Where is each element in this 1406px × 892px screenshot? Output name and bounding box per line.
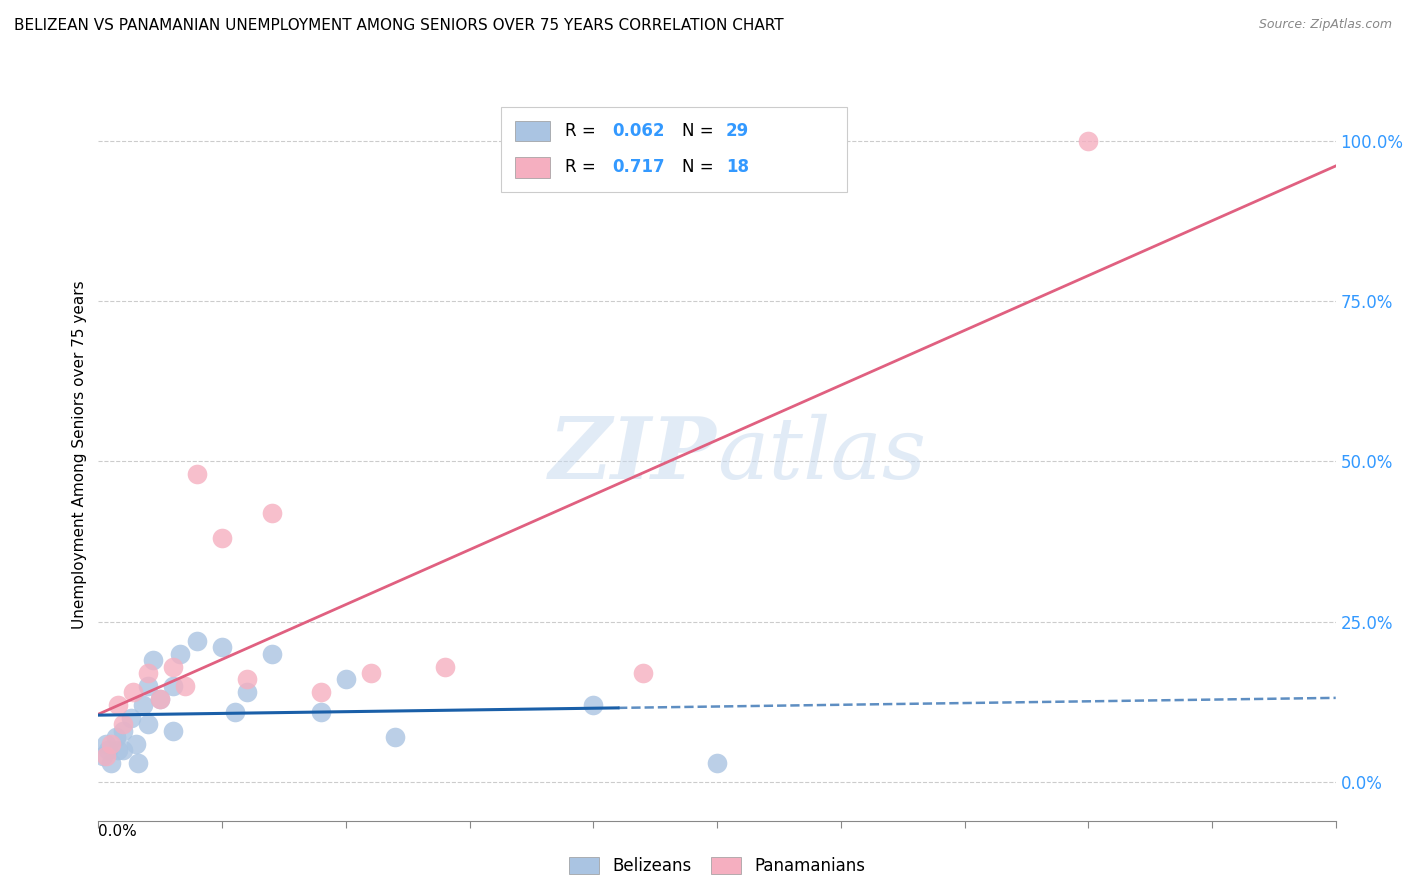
Point: [162, 723, 184, 738]
Point: [236, 673, 259, 687]
Text: R =: R =: [565, 122, 600, 140]
FancyBboxPatch shape: [516, 157, 550, 178]
Text: N =: N =: [682, 122, 720, 140]
Point: [149, 691, 172, 706]
Text: 29: 29: [725, 122, 749, 140]
Point: [162, 679, 184, 693]
Point: [186, 634, 208, 648]
Point: [120, 711, 142, 725]
Text: Source: ZipAtlas.com: Source: ZipAtlas.com: [1258, 18, 1392, 31]
Point: [1077, 134, 1099, 148]
Point: [335, 673, 357, 687]
Point: [104, 730, 127, 744]
Text: ZIP: ZIP: [550, 413, 717, 497]
Point: [162, 659, 184, 673]
FancyBboxPatch shape: [501, 108, 846, 192]
Text: 0.717: 0.717: [612, 159, 665, 177]
Point: [127, 756, 149, 770]
Point: [107, 698, 129, 713]
Point: [260, 506, 283, 520]
Point: [112, 743, 135, 757]
Point: [309, 685, 332, 699]
Point: [309, 705, 332, 719]
Point: [186, 467, 208, 482]
Point: [706, 756, 728, 770]
Point: [211, 640, 233, 655]
Legend: Belizeans, Panamanians: Belizeans, Panamanians: [562, 850, 872, 882]
Point: [97, 743, 120, 757]
Text: R =: R =: [565, 159, 600, 177]
Point: [122, 685, 145, 699]
Point: [100, 756, 122, 770]
Text: 18: 18: [725, 159, 749, 177]
Point: [136, 679, 159, 693]
Point: [169, 647, 191, 661]
Point: [142, 653, 165, 667]
Point: [360, 666, 382, 681]
Point: [100, 737, 122, 751]
Text: BELIZEAN VS PANAMANIAN UNEMPLOYMENT AMONG SENIORS OVER 75 YEARS CORRELATION CHAR: BELIZEAN VS PANAMANIAN UNEMPLOYMENT AMON…: [14, 18, 783, 33]
Text: N =: N =: [682, 159, 720, 177]
Point: [211, 532, 233, 546]
Point: [224, 705, 246, 719]
Point: [132, 698, 155, 713]
Point: [136, 717, 159, 731]
FancyBboxPatch shape: [516, 120, 550, 141]
Point: [94, 749, 117, 764]
Point: [107, 743, 129, 757]
Point: [136, 666, 159, 681]
Point: [124, 737, 146, 751]
Y-axis label: Unemployment Among Seniors over 75 years: Unemployment Among Seniors over 75 years: [72, 281, 87, 629]
Point: [631, 666, 654, 681]
Point: [149, 691, 172, 706]
Point: [433, 659, 456, 673]
Point: [236, 685, 259, 699]
Point: [112, 717, 135, 731]
Point: [174, 679, 197, 693]
Point: [384, 730, 406, 744]
Text: atlas: atlas: [717, 414, 927, 496]
Point: [582, 698, 605, 713]
Text: 0.0%: 0.0%: [98, 824, 138, 839]
Text: 0.062: 0.062: [612, 122, 665, 140]
Point: [94, 737, 117, 751]
Point: [260, 647, 283, 661]
Point: [112, 723, 135, 738]
Point: [93, 749, 115, 764]
